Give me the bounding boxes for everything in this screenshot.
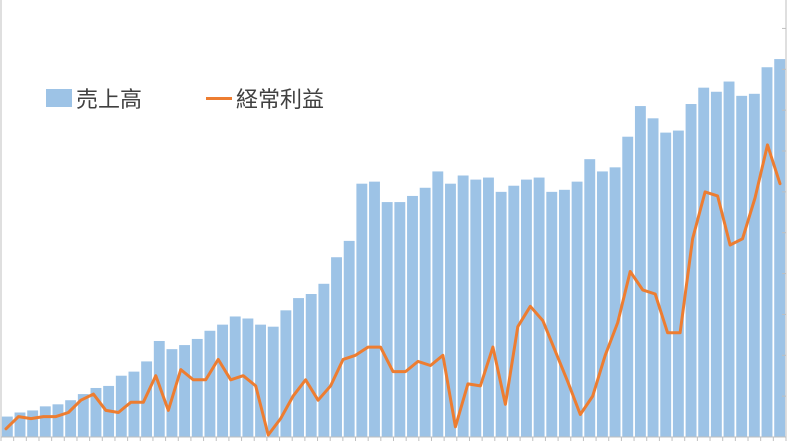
sales-bar xyxy=(280,310,292,437)
sales-bar xyxy=(445,183,456,437)
sales-bar xyxy=(77,394,89,437)
sales-bar xyxy=(596,171,608,437)
sales-bar xyxy=(558,189,570,437)
sales-bar xyxy=(141,361,153,437)
legend-swatch-sales xyxy=(46,89,72,107)
sales-bar xyxy=(115,375,127,437)
sales-bar xyxy=(774,59,786,437)
sales-bar xyxy=(419,187,431,437)
sales-bar xyxy=(609,167,621,437)
sales-bar xyxy=(305,294,317,437)
legend-item-profit: 経常利益 xyxy=(206,82,324,114)
sales-bar xyxy=(217,324,229,437)
sales-bar xyxy=(748,93,760,438)
sales-bar xyxy=(267,326,279,437)
sales-bar xyxy=(432,171,444,437)
sales-bar xyxy=(660,132,672,438)
sales-bar xyxy=(710,91,722,437)
sales-bar xyxy=(571,181,583,437)
sales-bar xyxy=(27,410,39,437)
legend-swatch-profit xyxy=(206,96,233,100)
sales-bar xyxy=(672,130,684,437)
sales-bar xyxy=(65,400,77,437)
sales-bar xyxy=(521,179,532,437)
sales-bar xyxy=(14,412,26,437)
sales-bar xyxy=(179,345,191,437)
sales-bars xyxy=(1,59,786,438)
sales-bar xyxy=(685,104,697,437)
sales-bar xyxy=(394,202,406,437)
sales-bar xyxy=(128,371,140,437)
legend-label-profit: 経常利益 xyxy=(236,88,325,113)
sales-bar xyxy=(343,240,355,437)
sales-bar xyxy=(191,338,203,437)
sales-bar xyxy=(457,175,469,437)
sales-bar xyxy=(584,159,596,438)
sales-bar xyxy=(356,183,368,437)
profit-points xyxy=(5,144,781,436)
sales-bar xyxy=(166,349,178,437)
sales-bar xyxy=(634,106,646,437)
sales-bar xyxy=(483,177,494,437)
sales-bar xyxy=(647,118,659,437)
legend-item-sales: 売上高 xyxy=(46,82,142,114)
sales-bar xyxy=(495,191,507,437)
sales-bar xyxy=(39,406,51,437)
sales-bar xyxy=(736,95,748,437)
sales-bar xyxy=(331,257,342,437)
sales-bar xyxy=(470,179,482,437)
sales-bar xyxy=(698,87,710,438)
sales-bar xyxy=(255,324,266,437)
sales-bar xyxy=(533,177,545,437)
sales-bar xyxy=(723,81,735,437)
sales-bar xyxy=(761,67,773,438)
sales-bar xyxy=(90,387,102,437)
sales-bar xyxy=(508,185,520,437)
legend: 売上高 経常利益 xyxy=(46,82,388,114)
legend-label-sales: 売上高 xyxy=(76,88,143,113)
sales-bar xyxy=(293,298,304,437)
sales-bar xyxy=(318,283,330,437)
sales-bar xyxy=(52,404,64,437)
sales-bar xyxy=(381,202,393,437)
sales-bar xyxy=(407,195,418,437)
sales-bar xyxy=(546,191,558,437)
sales-bar xyxy=(204,330,216,437)
sales-bar xyxy=(369,181,380,437)
